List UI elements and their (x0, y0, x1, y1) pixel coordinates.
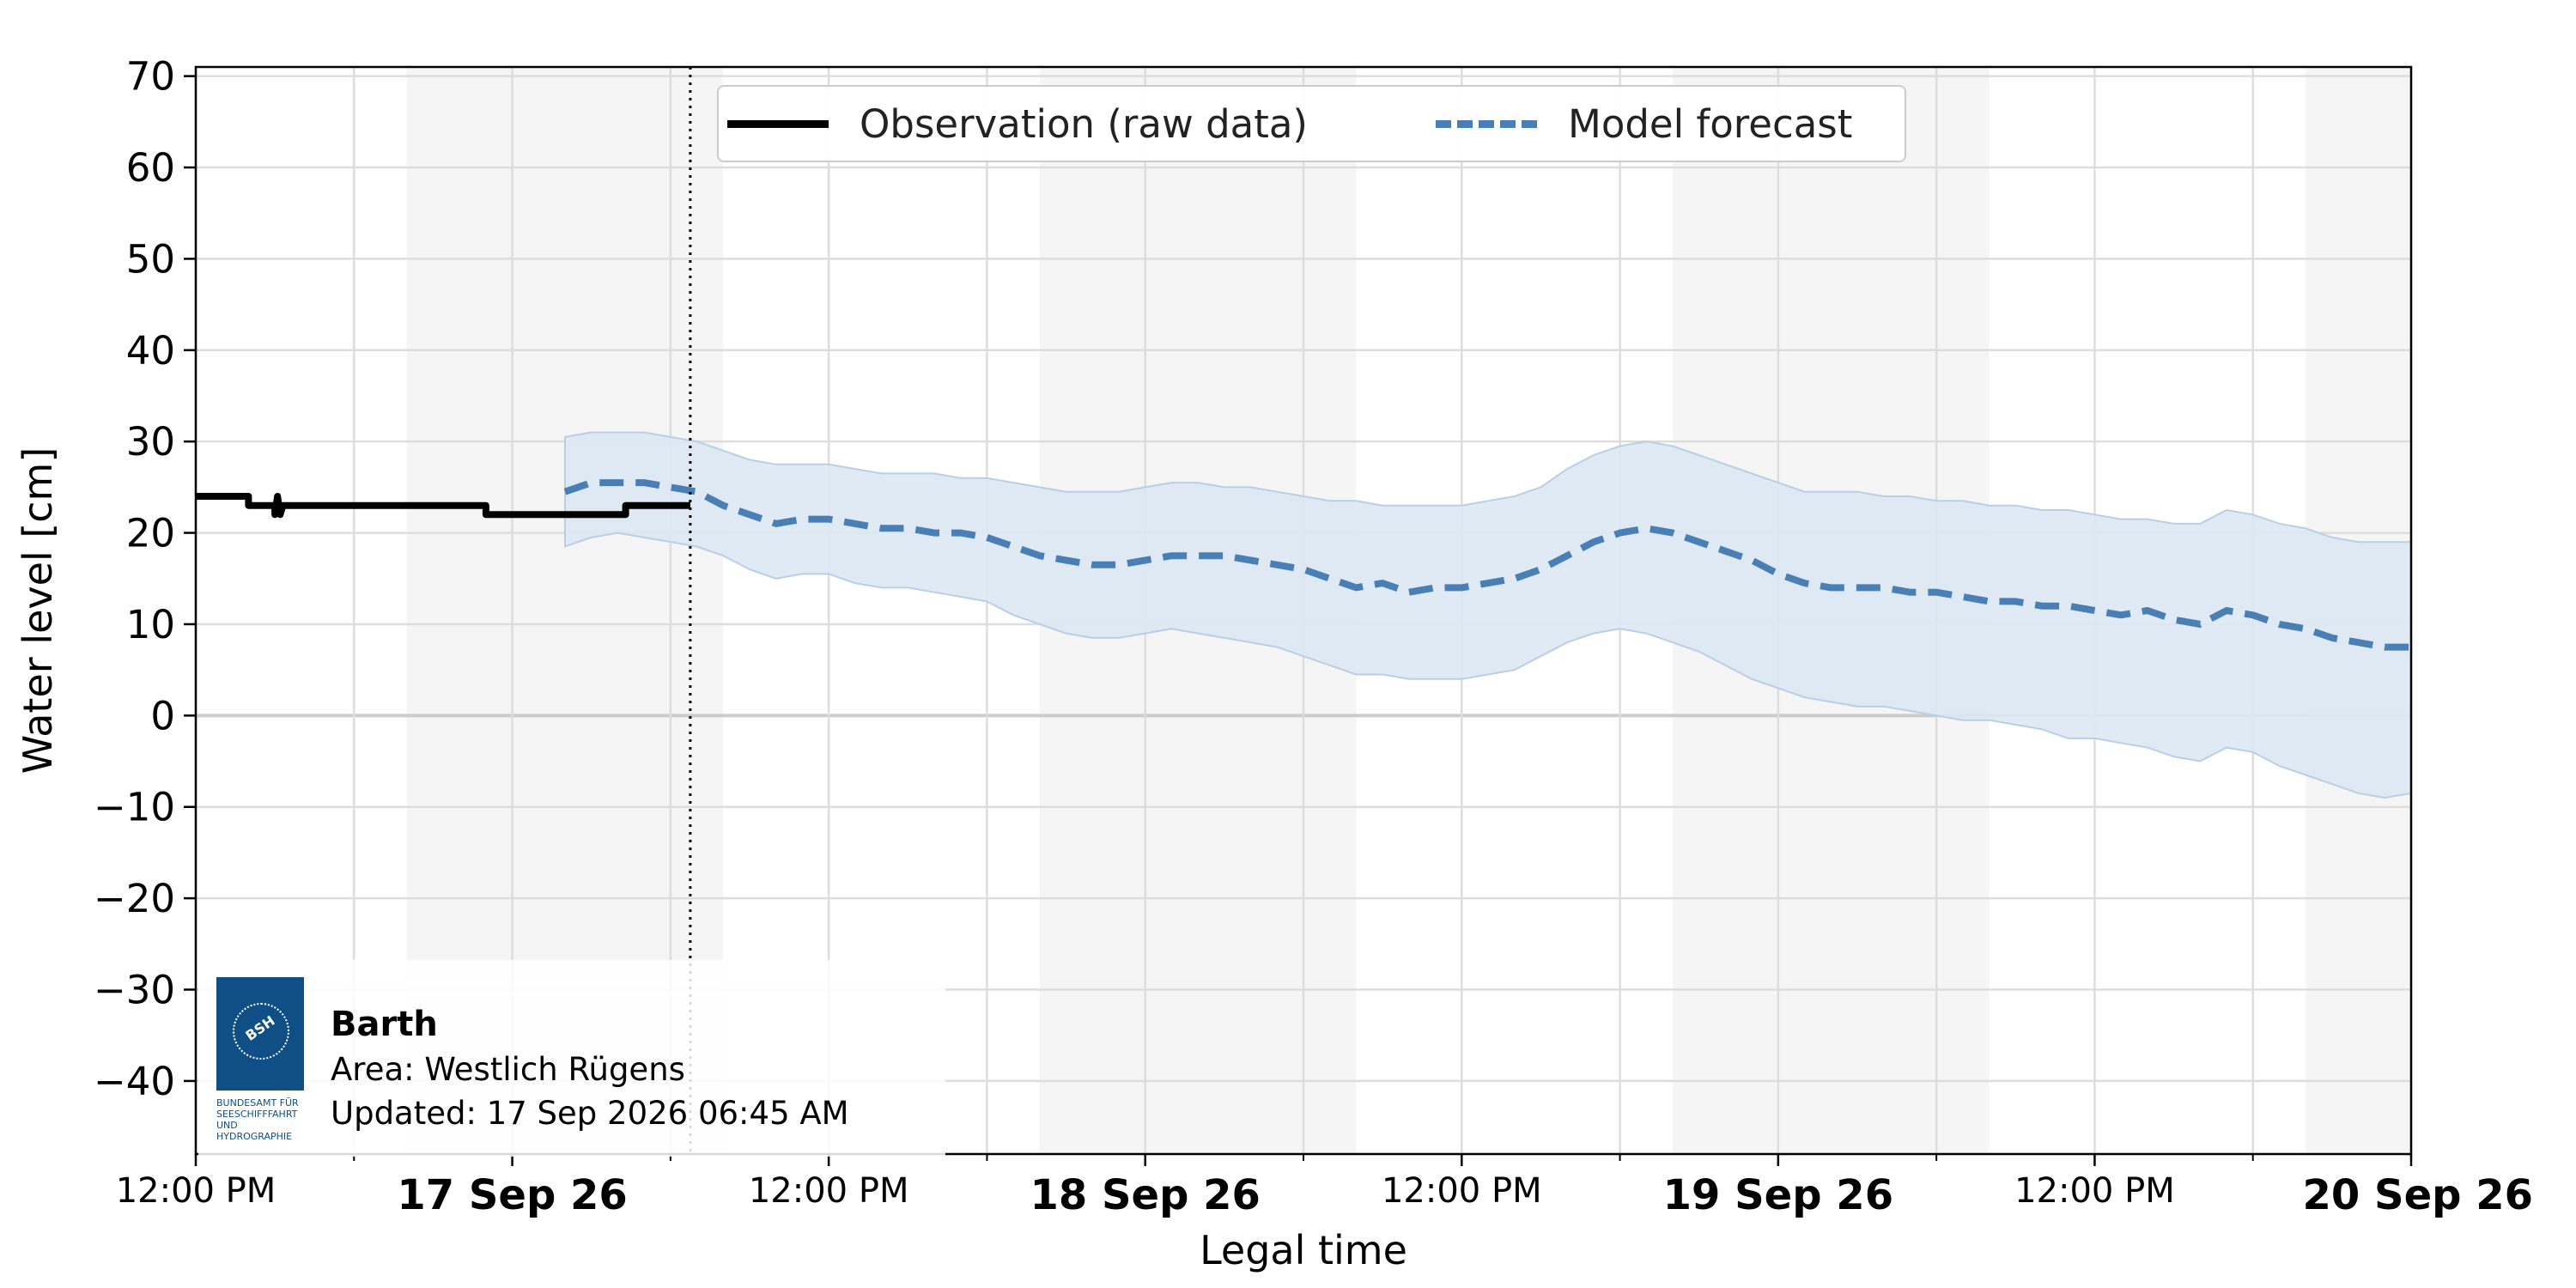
series (196, 479, 2411, 651)
x-tick-label-date: 17 Sep 26 (397, 1171, 628, 1219)
bsh-logo-circle-icon (233, 1003, 289, 1060)
y-tick-label: 60 (126, 145, 175, 191)
station-name: Barth (331, 1005, 438, 1044)
x-tick-label-time: 12:00 PM (2014, 1171, 2175, 1211)
x-tick-label-time: 12:00 PM (116, 1171, 276, 1211)
legend-item-observation: Observation (raw data) (727, 87, 1308, 161)
forecast-line (563, 479, 2411, 651)
bsh-logo-square: BSH (216, 977, 304, 1091)
legend-item-forecast: Model forecast (1436, 87, 1852, 161)
x-axis-label: Legal time (1200, 1227, 1407, 1273)
x-axis-ticks: 12:00 PM 17 Sep 26 12:00 PM 18 Sep 26 12:00 … (116, 1154, 2533, 1219)
chart-legend: Observation (raw data) Model forecast (717, 85, 1906, 162)
y-tick-label: 20 (126, 511, 175, 556)
y-tick-label: 0 (150, 693, 175, 738)
bsh-logo-line: BUNDESAMT FÜR (216, 1097, 299, 1109)
legend-swatch-forecast (1436, 119, 1537, 128)
y-tick-label: −20 (94, 876, 175, 921)
y-tick-label: 30 (126, 419, 175, 465)
bsh-logo-line: HYDROGRAPHIE (216, 1131, 293, 1142)
forecast-uncertainty-band (564, 431, 2412, 799)
y-tick-label: 70 (126, 54, 175, 100)
y-axis-ticks: 70 60 50 40 30 20 10 0 −10 −20 −30 −40 (94, 54, 196, 1104)
y-tick-label: −40 (94, 1059, 175, 1104)
bsh-logo: BSH BUNDESAMT FÜR SEESCHIFFFAHRT UND HYD… (216, 977, 304, 1153)
x-tick-label-time: 12:00 PM (749, 1171, 909, 1211)
forecast-band (564, 431, 2412, 799)
y-tick-label: 50 (126, 236, 175, 282)
x-tick-label-date: 18 Sep 26 (1030, 1171, 1261, 1219)
station-updated: Updated: 17 Sep 2026 06:45 AM (331, 1095, 849, 1132)
y-tick-label: −10 (94, 785, 175, 830)
x-tick-label-date: 19 Sep 26 (1663, 1171, 1894, 1219)
y-axis-label: Water level [cm] (15, 447, 61, 775)
x-tick-label-date: 20 Sep 26 (2303, 1171, 2534, 1219)
y-tick-label: 40 (126, 328, 175, 374)
x-tick-label-time: 12:00 PM (1382, 1171, 1542, 1211)
observation-line (196, 493, 690, 519)
y-tick-label: −30 (94, 968, 175, 1013)
bsh-logo-text: BUNDESAMT FÜR SEESCHIFFFAHRT UND HYDROGR… (216, 1097, 319, 1142)
station-area: Area: Westlich Rügens (331, 1051, 685, 1088)
legend-swatch-observation (727, 119, 829, 128)
bsh-logo-line: SEESCHIFFFAHRT (216, 1109, 298, 1120)
legend-label-observation: Observation (raw data) (860, 100, 1308, 147)
bsh-logo-line: UND (216, 1120, 238, 1131)
y-tick-label: 10 (126, 602, 175, 647)
legend-label-forecast: Model forecast (1568, 100, 1853, 147)
station-info-panel (198, 960, 945, 1157)
